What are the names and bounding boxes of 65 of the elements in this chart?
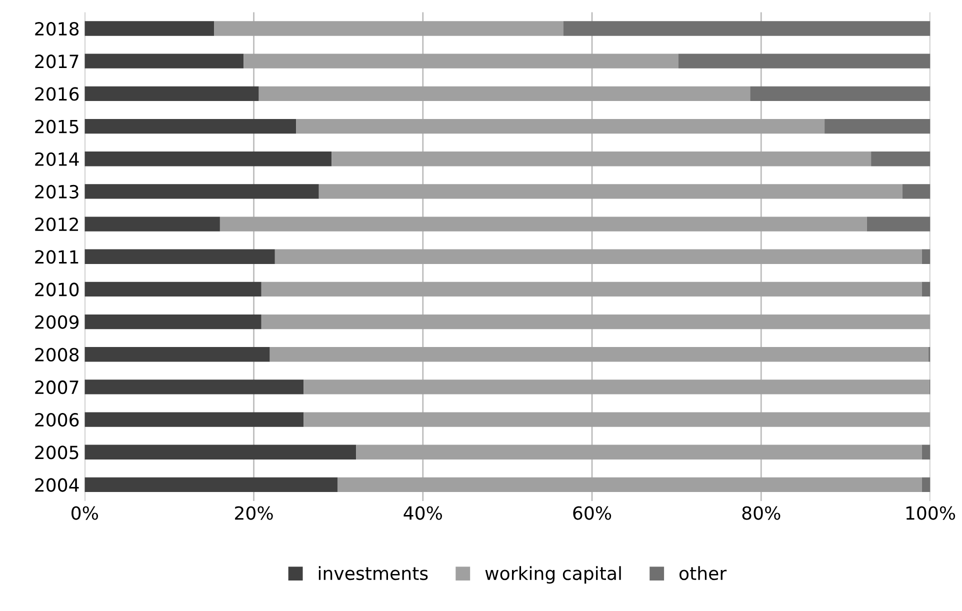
bar (220, 216, 867, 232)
bar (922, 282, 930, 297)
bar (337, 477, 922, 492)
bar (84, 444, 356, 460)
bar (84, 249, 275, 264)
bar (244, 54, 678, 68)
bar (84, 380, 304, 394)
bar (922, 249, 930, 264)
legend-label: investments (318, 566, 428, 580)
bar (750, 86, 930, 102)
bar (866, 216, 930, 232)
y-tick-label: 2010 (35, 282, 79, 296)
bar (678, 54, 930, 68)
bar (84, 54, 244, 68)
bar (871, 152, 930, 166)
bar (563, 21, 930, 36)
x-tick-label: 0% (72, 506, 98, 520)
bar (824, 118, 930, 134)
y-tick-label: 2009 (35, 315, 79, 329)
bar (270, 347, 929, 362)
y-tick-label: 2011 (35, 250, 78, 264)
bar (261, 282, 922, 297)
bar (84, 347, 270, 362)
bar (84, 314, 262, 330)
bar (274, 249, 922, 264)
x-tick-label: 40% (404, 506, 442, 520)
bar (84, 282, 262, 297)
bar (922, 444, 930, 460)
bar (261, 314, 930, 330)
bar (84, 152, 332, 166)
y-tick-label: 2005 (35, 446, 78, 460)
y-tick-label: 2007 (35, 380, 78, 394)
bar (84, 412, 304, 427)
y-tick-label: 2016 (35, 87, 79, 101)
bar (332, 152, 872, 166)
y-tick-label: 2017 (35, 54, 78, 68)
bar (214, 21, 564, 36)
bar (922, 477, 930, 492)
bar (84, 216, 220, 232)
y-tick-label: 2013 (35, 184, 78, 199)
bar (902, 184, 930, 199)
y-tick-label: 2006 (35, 413, 79, 427)
bar (84, 21, 214, 36)
y-tick-label: 2018 (35, 22, 79, 36)
y-tick-label: 2004 (35, 478, 79, 492)
bar (84, 184, 319, 199)
bar (318, 184, 902, 199)
y-tick-label: 2008 (35, 348, 79, 362)
bar (84, 118, 296, 134)
legend-label: other (679, 566, 727, 580)
x-tick-label: 100% (906, 506, 956, 520)
y-tick-label: 2014 (35, 152, 79, 166)
legend-label: working capital (485, 566, 621, 584)
bar (296, 118, 825, 134)
y-tick-label: 2012 (35, 217, 78, 232)
bar (304, 412, 930, 427)
y-tick-label: 2015 (35, 120, 78, 134)
bar (258, 86, 750, 102)
bar (84, 86, 259, 102)
x-tick-label: 60% (573, 506, 612, 520)
bar (356, 444, 922, 460)
bar (84, 477, 338, 492)
bar (304, 380, 930, 394)
x-tick-label: 20% (235, 506, 273, 520)
x-tick-label: 80% (742, 506, 780, 520)
